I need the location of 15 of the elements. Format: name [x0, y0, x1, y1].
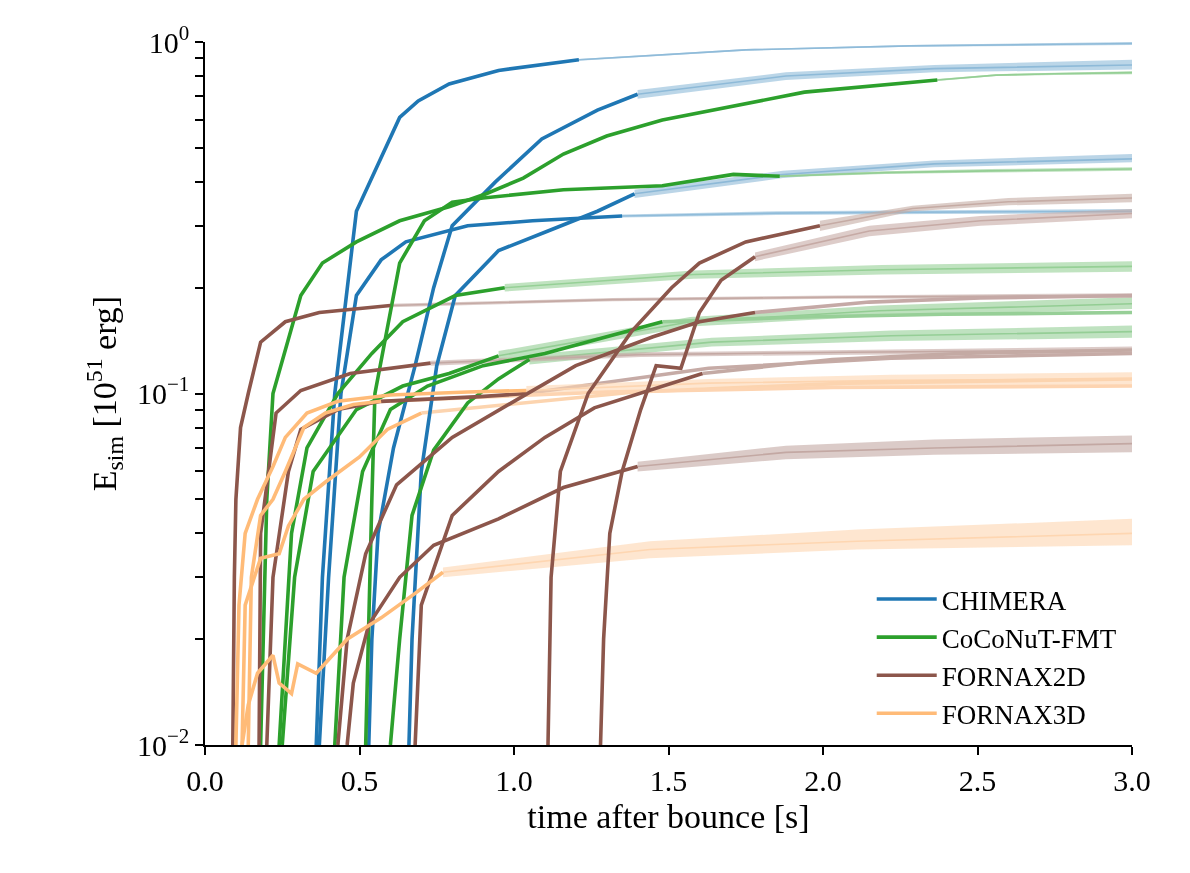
x-tick-label: 1.0 [495, 763, 533, 797]
x-tick-label: 0.5 [340, 763, 379, 797]
y-tick-label: 10$^{0}$ [148, 20, 190, 59]
legend-label: FORNAX3D [941, 699, 1086, 730]
y-tick-label: 10$^{−1}$ [136, 372, 190, 410]
x-tick-label: 3.0 [1113, 763, 1151, 797]
x-axis-title: time after bounce [s] [527, 797, 810, 835]
legend-label: FORNAX2D [941, 661, 1086, 692]
x-tick-label: 2.5 [958, 763, 997, 797]
legend-label: CoCoNuT-FMT [941, 623, 1117, 654]
x-tick-label: 1.5 [649, 763, 688, 797]
legend-label: CHIMERA [941, 585, 1067, 616]
y-tick-label: 10$^{−2}$ [136, 723, 190, 762]
x-tick-label: 2.0 [804, 763, 842, 797]
x-tick-label: 0.0 [186, 763, 224, 797]
